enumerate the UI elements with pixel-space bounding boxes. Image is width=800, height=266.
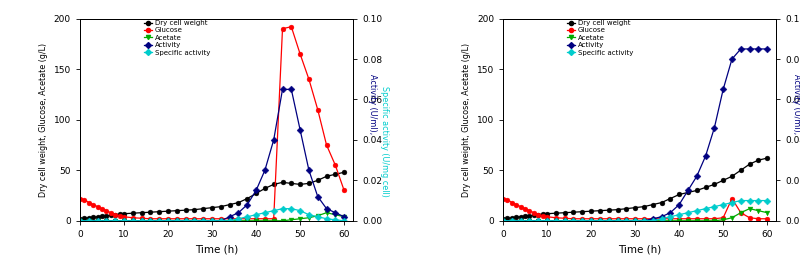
Text: (B): (B) xyxy=(454,0,472,2)
X-axis label: Time (h): Time (h) xyxy=(195,244,238,254)
Legend: Dry cell weight, Glucose, Acetate, Activity, Specific activity: Dry cell weight, Glucose, Acetate, Activ… xyxy=(143,20,210,56)
X-axis label: Time (h): Time (h) xyxy=(618,244,661,254)
Text: Specific activity (U/mg cell): Specific activity (U/mg cell) xyxy=(381,86,390,196)
Text: (A): (A) xyxy=(31,0,49,2)
Y-axis label: Dry cell weight, Glucose, Acetate (g/L): Dry cell weight, Glucose, Acetate (g/L) xyxy=(39,43,48,197)
Text: Activity (U/ml),: Activity (U/ml), xyxy=(369,74,378,134)
Y-axis label: Dry cell weight, Glucose, Acetate (g/L): Dry cell weight, Glucose, Acetate (g/L) xyxy=(462,43,471,197)
Legend: Dry cell weight, Glucose, Acetate, Activity, Specific activity: Dry cell weight, Glucose, Acetate, Activ… xyxy=(566,20,633,56)
Text: Activity (U/ml),: Activity (U/ml), xyxy=(791,74,800,134)
